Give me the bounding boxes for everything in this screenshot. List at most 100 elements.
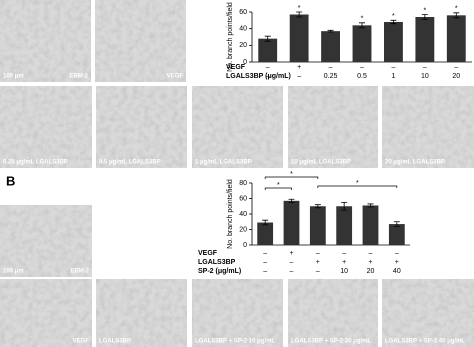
condition-value: – (263, 250, 267, 257)
error-bar (421, 14, 428, 20)
error-bar (327, 29, 334, 33)
significance-star: * (298, 5, 301, 12)
error-bar (288, 198, 295, 203)
scale-label: 100 μm (3, 74, 24, 80)
condition-value: + (342, 259, 346, 266)
significance-star: * (356, 180, 359, 187)
y-tick-label: 40 (239, 26, 247, 33)
condition-value: 10 (421, 73, 429, 80)
condition-label: LGALS3BP (μg/mL) (226, 73, 291, 80)
bar (362, 205, 379, 245)
image-caption: EBM-2 (69, 74, 88, 80)
image-caption: LGALS3BP (99, 339, 131, 345)
bar (283, 200, 300, 245)
error-bar (367, 203, 374, 208)
condition-value: – (290, 268, 294, 275)
condition-value: – (454, 64, 458, 71)
micrograph-texture (0, 86, 92, 168)
condition-value: – (266, 73, 270, 80)
y-axis-label: No. branch points/field (227, 2, 234, 72)
significance-bracket (264, 187, 292, 190)
condition-value: + (316, 259, 320, 266)
error-bar (264, 35, 271, 42)
micrograph-texture (288, 279, 378, 347)
condition-value: 1 (391, 73, 395, 80)
condition-label: VEGF (198, 250, 218, 257)
condition-value: – (329, 64, 333, 71)
error-bar (393, 221, 400, 227)
error-bar (359, 22, 365, 29)
bar (415, 17, 435, 62)
image-caption: 0.5 μg/mL LGALS3BP (99, 160, 161, 166)
bar (388, 224, 405, 245)
condition-value: – (395, 250, 399, 257)
condition-value: – (297, 73, 301, 80)
scale-label: 100 μm (3, 269, 24, 275)
image-caption: LGALS3BP + SP-2 20 μg/mL (291, 339, 371, 345)
image-caption: 0.25 μg/mL LGALS3BP (3, 160, 68, 166)
condition-value: – (369, 250, 373, 257)
condition-label: VEGF (226, 64, 246, 71)
condition-value: – (423, 64, 427, 71)
condition-value: – (263, 259, 267, 266)
image-caption: 1 μg/mL LGALS3BP (195, 160, 252, 166)
condition-value: 0.5 (357, 73, 367, 80)
error-bar (296, 11, 303, 18)
bar (384, 22, 403, 62)
condition-value: 20 (452, 73, 460, 80)
error-bar (453, 12, 460, 19)
significance-bracket (317, 185, 398, 188)
bar (446, 15, 466, 63)
condition-value: + (395, 259, 399, 266)
condition-label: LGALS3BP (198, 259, 236, 266)
condition-value: + (368, 259, 372, 266)
significance-star: * (423, 7, 426, 14)
error-bar (341, 201, 348, 211)
bar (257, 222, 274, 245)
image-caption: VEGF (73, 339, 90, 345)
y-axis-label: No. branch points/field (227, 179, 234, 249)
significance-star: * (277, 182, 280, 189)
micrograph-texture (0, 279, 92, 347)
condition-value: – (316, 268, 320, 275)
condition-value: – (342, 250, 346, 257)
condition-value: – (290, 259, 294, 266)
y-tick-label: 0 (243, 59, 247, 66)
bar (321, 31, 340, 62)
image-caption: 20 μg/mL LGALS3BP (385, 160, 445, 166)
image-caption: VEGF (167, 74, 184, 80)
micrograph-texture (192, 279, 283, 347)
significance-star: * (361, 16, 364, 23)
micrograph-texture (192, 86, 283, 168)
micrograph-texture (96, 86, 187, 168)
bar (289, 14, 309, 62)
micrograph-texture (382, 279, 474, 347)
image-caption: LGALS3BP + SP-2 40 μg/mL (385, 339, 465, 345)
y-tick-label: 20 (239, 226, 247, 233)
y-tick-label: 60 (239, 9, 247, 16)
condition-value: 20 (367, 268, 375, 275)
condition-value: – (316, 250, 320, 257)
image-caption: EBM-2 (70, 269, 89, 275)
micrograph-texture (0, 0, 91, 82)
bar (258, 38, 278, 62)
significance-bracket (264, 176, 319, 179)
error-bar (262, 219, 269, 226)
significance-star: * (392, 13, 395, 20)
condition-value: – (360, 64, 364, 71)
condition-value: – (263, 268, 267, 275)
error-bar (314, 204, 321, 209)
condition-value: 40 (393, 268, 401, 275)
image-caption: 10 μg/mL LGALS3BP (291, 160, 351, 166)
micrograph-texture (0, 205, 92, 277)
micrograph-texture (382, 86, 474, 168)
condition-value: – (266, 64, 270, 71)
condition-label: SP-2 (μg/mL) (198, 268, 241, 275)
y-tick-label: 60 (239, 195, 247, 202)
condition-value: + (289, 250, 293, 257)
bar (352, 25, 372, 62)
bar (309, 206, 326, 245)
error-bar (390, 19, 397, 25)
micrograph-texture (96, 279, 187, 347)
